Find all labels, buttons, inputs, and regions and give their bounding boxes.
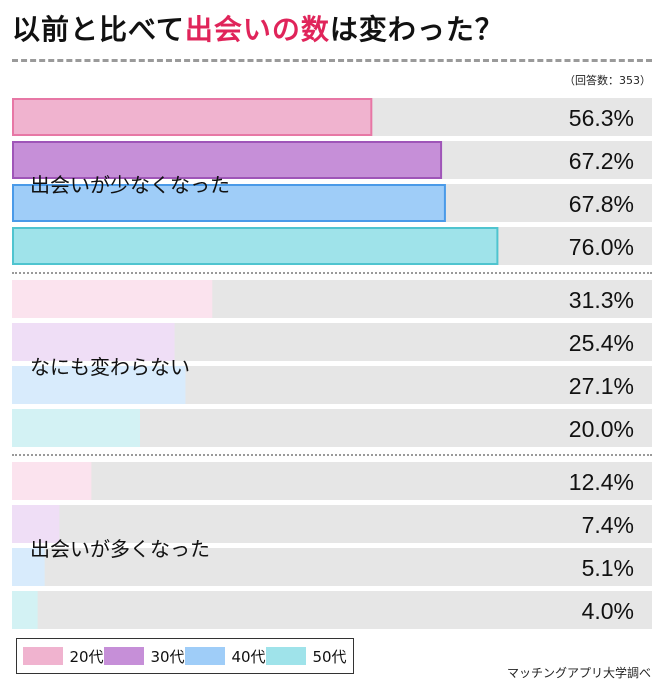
legend-swatch — [266, 647, 307, 665]
legend-label: 20代 — [69, 647, 104, 666]
legend-label: 40代 — [231, 647, 266, 666]
bar-track — [12, 591, 652, 629]
group-separator — [12, 272, 652, 274]
bar-30s — [12, 505, 60, 543]
legend: 20代 30代 40代 50代 — [16, 638, 354, 674]
legend-label: 50代 — [312, 647, 347, 666]
group-label: なにも変わらない — [30, 355, 190, 379]
bar-50s — [12, 591, 38, 629]
legend-label: 30代 — [150, 647, 185, 666]
bar-20s — [12, 462, 92, 500]
group-label: 出会いが多くなった — [30, 537, 210, 561]
bar-40s — [12, 366, 186, 404]
legend-item-20s: 20代 — [23, 646, 104, 667]
data-label: 76.0% — [569, 234, 634, 260]
bar-40s — [12, 184, 446, 222]
bar-track — [12, 462, 652, 500]
bar-track — [12, 505, 652, 543]
data-label: 27.1% — [569, 373, 634, 399]
data-label: 5.1% — [582, 555, 634, 581]
bar-30s — [12, 141, 443, 179]
legend-swatch — [104, 647, 145, 665]
legend-swatch — [185, 647, 226, 665]
data-label: 31.3% — [569, 287, 634, 313]
bar-30s — [12, 323, 175, 361]
title-part-2: は変わった？ — [329, 13, 504, 46]
title-part-1: 以前と比べて — [12, 13, 185, 46]
bar-50s — [12, 409, 140, 447]
title-highlight: 出会いの数 — [184, 13, 330, 46]
bar-40s — [12, 548, 45, 586]
data-label: 4.0% — [582, 598, 634, 624]
chart-title: 以前と比べて出会いの数は変わった？ — [12, 8, 504, 48]
bar-20s — [12, 280, 213, 318]
data-label: 12.4% — [569, 469, 634, 495]
data-label: 25.4% — [569, 330, 634, 356]
legend-swatch — [23, 647, 64, 665]
bar-50s — [12, 227, 499, 265]
data-label: 67.2% — [569, 148, 634, 174]
data-label: 20.0% — [569, 416, 634, 442]
bar-chart: 56.3% 67.2% 67.8% 76.0% 出会いが少なくなった 31.3% 25.4%… — [12, 98, 652, 629]
response-count: （回答数：353） — [564, 74, 651, 87]
data-label: 7.4% — [582, 512, 634, 538]
bar-track — [12, 548, 652, 586]
legend-item-30s: 30代 — [104, 646, 185, 667]
legend-item-40s: 40代 — [185, 646, 266, 667]
legend-item-50s: 50代 — [266, 646, 347, 667]
title-divider — [12, 59, 652, 62]
group-separator — [12, 454, 652, 456]
source-credit: マッチングアプリ大学調べ — [506, 666, 651, 680]
bar-20s — [12, 98, 373, 136]
data-label: 67.8% — [569, 191, 634, 217]
group-label: 出会いが少なくなった — [30, 173, 230, 197]
data-label: 56.3% — [569, 105, 634, 131]
